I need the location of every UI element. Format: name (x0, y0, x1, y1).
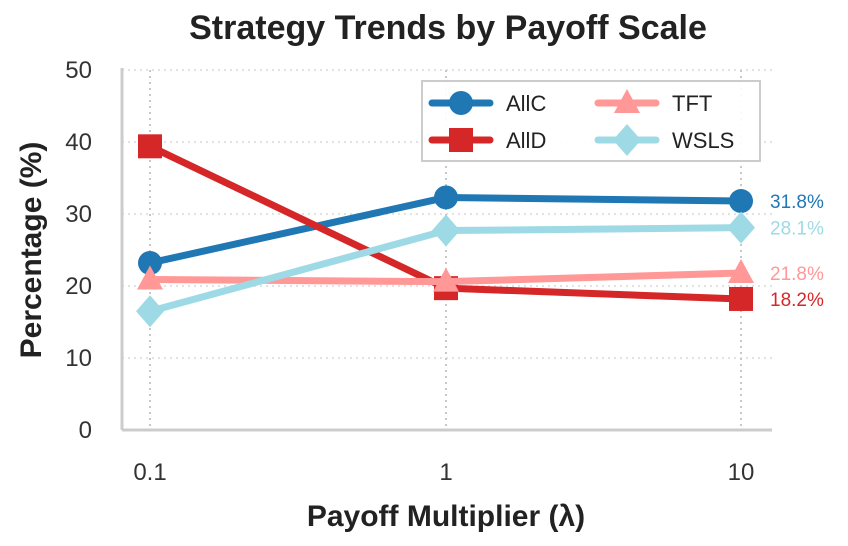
legend-marker-alld (449, 128, 473, 152)
end-labels: 31.8% 18.2% 21.8% 28.1% (770, 192, 824, 311)
series-tft (137, 259, 754, 292)
data-point-alld (138, 134, 162, 159)
legend-label-alld: AllD (506, 128, 546, 153)
end-label-alld: 18.2% (770, 290, 824, 311)
y-tick-label: 50 (65, 57, 92, 84)
end-label-wsls: 28.1% (770, 219, 824, 240)
end-label-allc: 31.8% (770, 192, 824, 213)
legend-label-tft: TFT (672, 91, 712, 116)
y-tick-label: 30 (65, 201, 92, 228)
legend-marker-wsls (613, 124, 641, 156)
legend-label-wsls: WSLS (672, 128, 734, 153)
legend-item-wsls: WSLS (594, 124, 734, 156)
data-point-allc (729, 189, 753, 214)
series-wsls (136, 211, 755, 328)
legend-marker-tft (614, 89, 640, 113)
data-point-tft (137, 265, 163, 290)
legend-item-tft: TFT (594, 89, 712, 116)
y-tick-label: 0 (79, 417, 92, 444)
x-tick-label: 0.1 (133, 459, 166, 486)
axes: 0 10 20 30 40 50 0.1 1 10 (65, 57, 772, 486)
y-tick-label: 40 (65, 129, 92, 156)
legend: AllC AllD TFT WSLS (421, 80, 761, 162)
data-point-allc (138, 250, 162, 275)
data-point-allc (434, 185, 458, 210)
legend-item-alld: AllD (428, 128, 546, 153)
series-allc (138, 185, 753, 275)
legend-box (421, 80, 761, 162)
data-point-wsls (136, 295, 164, 328)
end-label-tft: 21.8% (770, 264, 824, 285)
data-point-wsls (727, 211, 755, 244)
legend-item-allc: AllC (428, 91, 546, 116)
legend-marker-allc (449, 91, 473, 115)
data-point-wsls (432, 214, 460, 247)
data-point-tft (433, 267, 459, 292)
x-tick-label: 1 (439, 459, 452, 486)
legend-label-allc: AllC (506, 91, 546, 116)
y-axis-label: Percentage (%) (15, 142, 48, 359)
data-point-alld (729, 286, 753, 311)
data-point-tft (728, 259, 754, 284)
x-axis-label: Payoff Multiplier (λ) (307, 500, 585, 533)
x-tick-label: 10 (728, 459, 755, 486)
y-tick-label: 10 (65, 345, 92, 372)
y-tick-label: 20 (65, 273, 92, 300)
series-group (136, 134, 755, 328)
chart-title: Strategy Trends by Payoff Scale (189, 9, 707, 47)
